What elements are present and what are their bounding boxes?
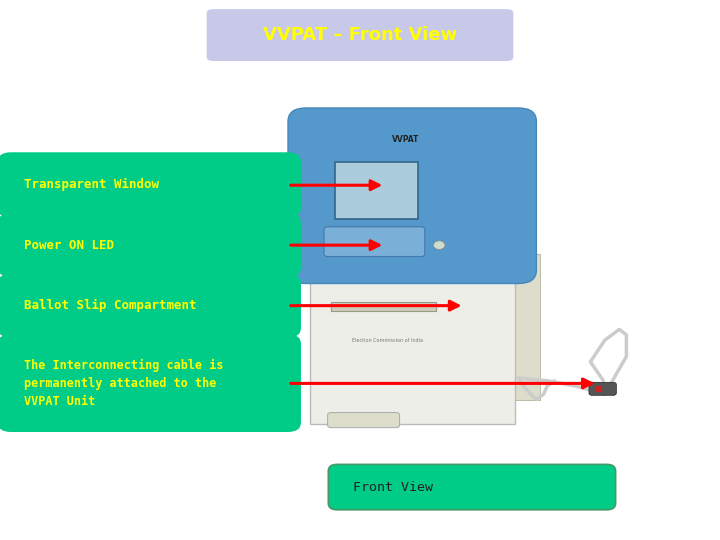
Text: Ballot Slip Compartment: Ballot Slip Compartment	[24, 299, 197, 312]
Text: Election Commission of India: Election Commission of India	[352, 339, 423, 343]
Circle shape	[433, 241, 445, 249]
FancyBboxPatch shape	[207, 9, 513, 61]
Text: Front View: Front View	[353, 481, 433, 494]
FancyBboxPatch shape	[0, 274, 301, 338]
FancyBboxPatch shape	[589, 382, 616, 395]
FancyBboxPatch shape	[0, 213, 301, 277]
FancyBboxPatch shape	[335, 162, 418, 219]
FancyBboxPatch shape	[328, 464, 616, 510]
Text: The Interconnecting cable is
permanently attached to the
VVPAT Unit: The Interconnecting cable is permanently…	[24, 359, 223, 408]
FancyBboxPatch shape	[324, 227, 425, 256]
FancyBboxPatch shape	[497, 254, 540, 400]
FancyBboxPatch shape	[328, 413, 400, 428]
FancyBboxPatch shape	[288, 108, 536, 284]
FancyBboxPatch shape	[596, 386, 602, 392]
Text: Power ON LED: Power ON LED	[24, 239, 114, 252]
Text: VVPAT: VVPAT	[392, 135, 420, 144]
FancyBboxPatch shape	[331, 302, 436, 310]
Text: VVPAT – Front View: VVPAT – Front View	[263, 26, 457, 44]
FancyBboxPatch shape	[310, 251, 515, 424]
FancyBboxPatch shape	[0, 334, 301, 432]
FancyBboxPatch shape	[0, 152, 301, 218]
Text: Transparent Window: Transparent Window	[24, 178, 158, 192]
